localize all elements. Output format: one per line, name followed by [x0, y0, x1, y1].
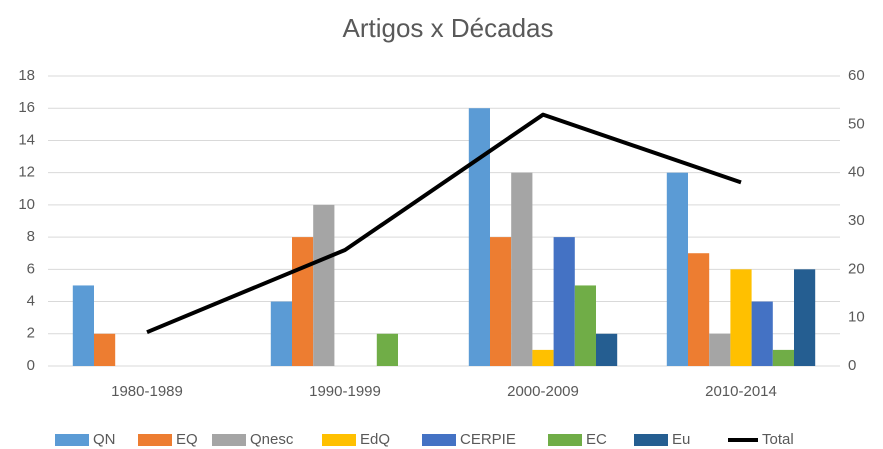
y2-tick-label: 30	[848, 212, 865, 229]
x-tick-label: 1990-1999	[309, 383, 381, 400]
y-tick-label: 10	[18, 196, 35, 213]
y-tick-label: 12	[18, 164, 35, 181]
y2-tick-label: 0	[848, 357, 856, 374]
legend-swatch	[55, 434, 89, 446]
legend-label: Eu	[672, 431, 690, 448]
y2-tick-label: 50	[848, 115, 865, 132]
y-tick-label: 8	[27, 228, 35, 245]
bar	[270, 301, 292, 366]
bar	[751, 301, 773, 366]
y2-tick-label: 20	[848, 260, 865, 277]
bar	[688, 253, 710, 366]
legend-label: EQ	[176, 431, 198, 448]
y-tick-label: 18	[18, 67, 35, 84]
legend-swatch	[322, 434, 356, 446]
x-tick-label: 2000-2009	[507, 383, 579, 400]
legend-label: EdQ	[360, 431, 390, 448]
y2-tick-label: 10	[848, 309, 865, 326]
legend-swatch	[138, 434, 172, 446]
bar	[666, 172, 688, 366]
y-tick-label: 6	[27, 260, 35, 277]
legend-label: EC	[586, 431, 607, 448]
x-tick-label: 2010-2014	[705, 383, 777, 400]
bar	[292, 237, 314, 366]
bar	[532, 349, 554, 366]
bar	[772, 349, 794, 366]
bar	[596, 333, 618, 366]
bar	[72, 285, 94, 366]
y-tick-label: 4	[27, 293, 35, 310]
bar	[730, 269, 752, 366]
line-series	[146, 112, 742, 335]
bar	[490, 237, 512, 366]
bar	[313, 204, 335, 366]
y2-tick-label: 60	[848, 67, 865, 84]
bar	[376, 333, 398, 366]
legend-swatch	[422, 434, 456, 446]
chart-title: Artigos x Décadas	[343, 13, 554, 43]
bar	[574, 285, 596, 366]
bar	[553, 237, 575, 366]
bar	[794, 269, 816, 366]
y-tick-label: 16	[18, 99, 35, 116]
y-tick-label: 0	[27, 357, 35, 374]
legend-label: Total	[762, 431, 794, 448]
bar	[511, 172, 533, 366]
bar	[468, 108, 490, 366]
bar	[94, 333, 116, 366]
bar	[709, 333, 731, 366]
y-tick-label: 2	[27, 325, 35, 342]
legend-label: Qnesc	[250, 431, 294, 448]
legend-swatch	[634, 434, 668, 446]
y2-tick-label: 40	[848, 164, 865, 181]
legend-label: CERPIE	[460, 431, 516, 448]
legend-label: QN	[93, 431, 116, 448]
y-tick-label: 14	[18, 131, 35, 148]
legend-swatch	[548, 434, 582, 446]
x-tick-label: 1980-1989	[111, 383, 183, 400]
legend-swatch	[212, 434, 246, 446]
